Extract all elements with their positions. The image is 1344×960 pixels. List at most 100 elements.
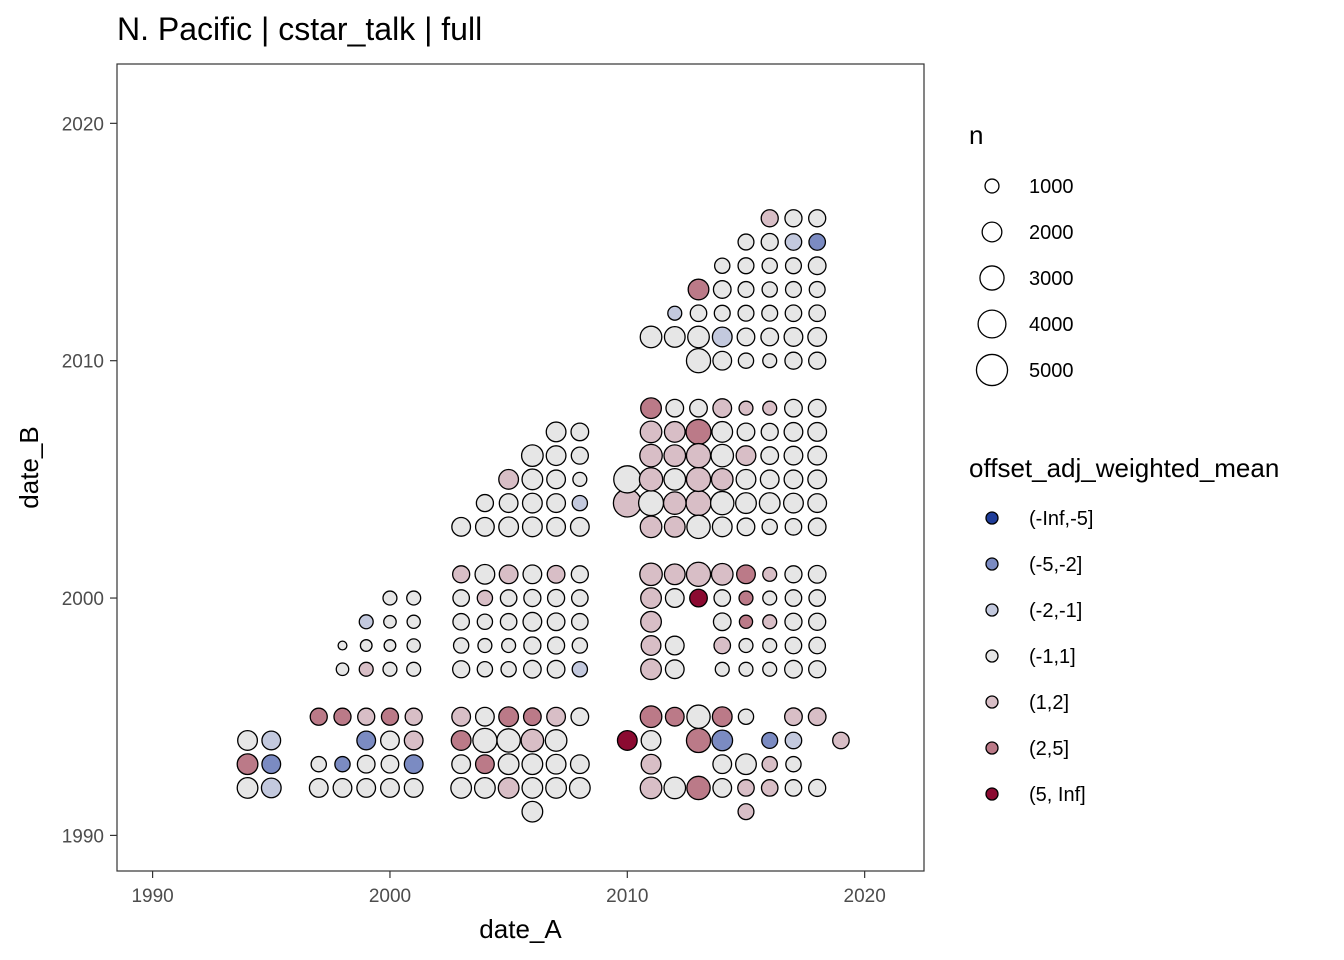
color-legend-title: offset_adj_weighted_mean (969, 453, 1279, 483)
data-point (568, 776, 591, 799)
data-point (784, 659, 803, 679)
data-point (662, 491, 687, 515)
data-point (403, 730, 424, 751)
data-point (637, 489, 665, 517)
data-point (451, 660, 471, 679)
data-point (546, 612, 566, 632)
data-point (544, 729, 568, 752)
data-point (784, 304, 803, 323)
data-point (522, 659, 542, 679)
color-legend-label: (-5,-2] (1029, 554, 1082, 576)
data-point (640, 658, 663, 681)
data-point (640, 397, 663, 420)
data-point (735, 492, 757, 515)
data-point (762, 353, 778, 369)
data-point (735, 445, 757, 467)
data-point (333, 707, 352, 726)
x-axis: 1990 2000 2010 2020 (131, 871, 886, 907)
data-point (784, 517, 803, 536)
color-legend-key (985, 695, 999, 709)
size-legend-key (979, 265, 1005, 291)
data-point (686, 775, 711, 801)
data-point (380, 754, 400, 774)
data-point (571, 494, 589, 512)
data-point (761, 755, 778, 773)
size-legend-label: 2000 (1029, 222, 1074, 244)
y-axis-label: date_B (14, 426, 44, 508)
data-point (737, 708, 755, 725)
data-point (736, 422, 756, 442)
data-point (808, 304, 827, 323)
data-point (356, 730, 377, 751)
data-point (403, 754, 424, 775)
data-point (357, 707, 376, 726)
data-point (639, 325, 663, 349)
data-point (639, 776, 663, 800)
plot-panel (116, 63, 925, 872)
data-point (685, 442, 712, 469)
data-point (476, 613, 494, 631)
data-point (758, 492, 781, 515)
data-point (498, 468, 520, 490)
x-tick-label: 2020 (844, 886, 886, 907)
data-point (712, 398, 733, 419)
data-point (520, 444, 544, 468)
y-tick-label: 2010 (62, 352, 104, 373)
data-point (663, 420, 686, 443)
data-point (522, 564, 543, 585)
data-point (711, 516, 733, 538)
data-point (737, 280, 755, 299)
data-point (710, 443, 735, 468)
data-point (382, 661, 398, 677)
data-point (545, 445, 567, 467)
data-point (784, 565, 803, 584)
data-point (475, 493, 495, 513)
data-point (784, 398, 803, 418)
data-point (784, 280, 803, 299)
data-point (762, 400, 778, 416)
data-point (712, 612, 732, 632)
x-axis-label: date_A (479, 914, 562, 944)
data-point (260, 777, 282, 799)
data-point (570, 589, 589, 607)
data-point (572, 471, 588, 487)
data-point (737, 257, 755, 275)
data-point (476, 660, 494, 678)
data-point (472, 727, 498, 754)
data-point (712, 754, 733, 775)
data-point (689, 588, 708, 608)
data-point (639, 420, 663, 444)
data-point (759, 469, 780, 490)
data-point (358, 614, 374, 630)
data-point (663, 325, 686, 348)
data-point (782, 492, 804, 514)
data-point (760, 209, 779, 228)
color-legend-key (985, 787, 999, 801)
data-point (639, 705, 663, 729)
color-legend-key (985, 557, 999, 571)
data-point (451, 754, 472, 775)
data-point (521, 776, 544, 799)
data-point (406, 614, 421, 630)
data-point (237, 729, 259, 751)
data-point (663, 776, 687, 800)
data-point (808, 660, 827, 679)
data-point (808, 351, 827, 370)
data-point (760, 422, 779, 442)
data-point (784, 636, 803, 655)
data-point (498, 564, 519, 585)
data-point (308, 777, 329, 798)
data-point (546, 706, 567, 727)
data-point (640, 635, 662, 656)
data-point (546, 469, 567, 490)
data-point (784, 731, 803, 750)
data-point (406, 590, 422, 606)
data-point (784, 589, 803, 607)
data-point (569, 754, 590, 775)
data-point (496, 728, 521, 753)
data-point (335, 662, 350, 677)
color-legend-key (985, 603, 999, 617)
data-point (738, 661, 754, 677)
data-point (761, 731, 779, 750)
data-point (500, 660, 517, 678)
